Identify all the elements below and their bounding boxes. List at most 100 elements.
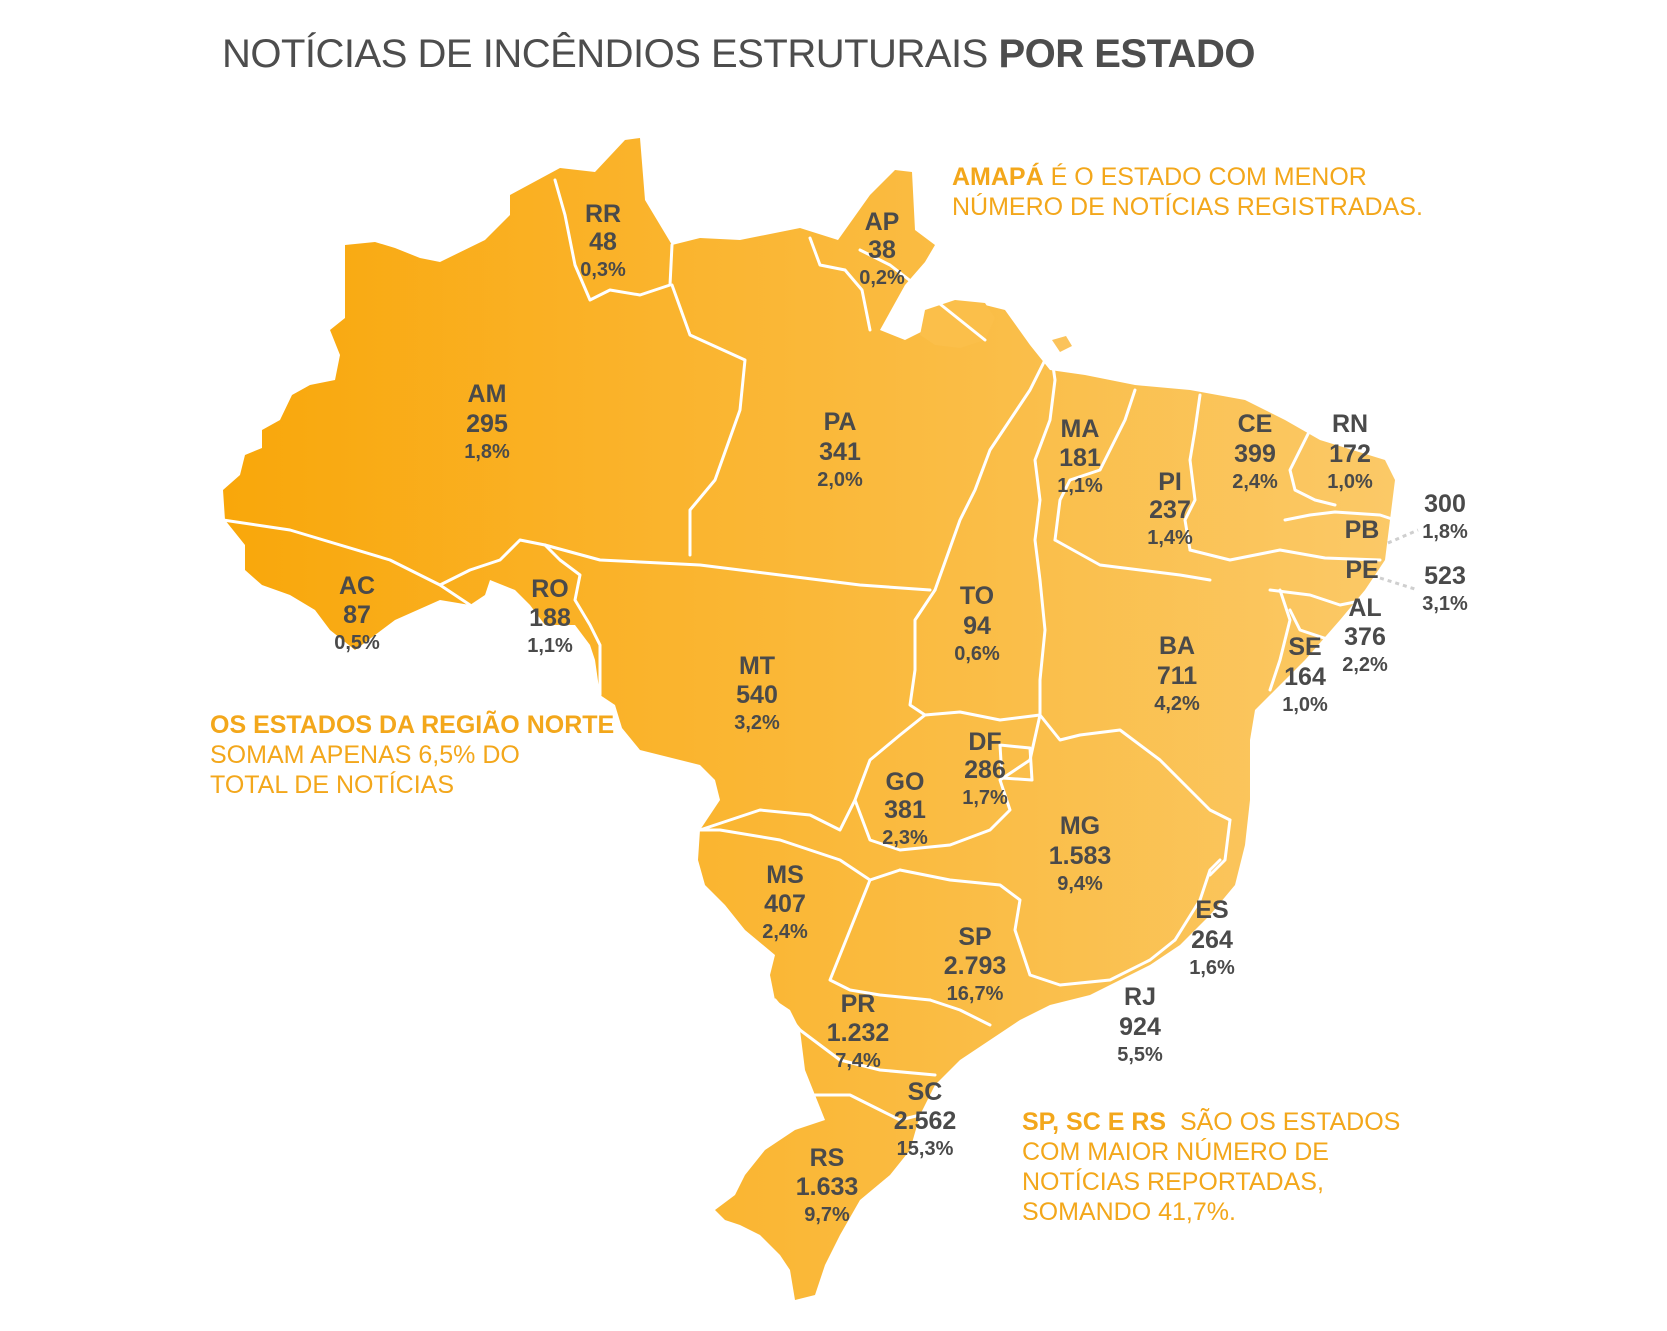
svg-text:2,3%: 2,3%: [882, 827, 928, 849]
svg-text:2,4%: 2,4%: [762, 921, 808, 943]
svg-text:1,1%: 1,1%: [1057, 475, 1103, 497]
label-mg: MG 1.583 9,4%: [1049, 812, 1112, 895]
svg-text:1,7%: 1,7%: [962, 787, 1008, 809]
svg-text:381: 381: [884, 796, 926, 824]
label-go: GO 381 2,3%: [882, 768, 928, 849]
svg-text:RN: RN: [1332, 410, 1368, 438]
label-am: AM 295 1,8%: [464, 380, 510, 463]
note-sul-line2: COM MAIOR NÚMERO DE: [1022, 1138, 1329, 1166]
svg-text:5,5%: 5,5%: [1117, 1044, 1163, 1066]
svg-text:3,2%: 3,2%: [734, 712, 780, 734]
label-pr: PR 1.232 7,4%: [827, 990, 890, 1072]
note-sul: SP, SC E RS SÃO OS ESTADOS COM MAIOR NÚM…: [1022, 1107, 1400, 1227]
svg-text:16,7%: 16,7%: [947, 983, 1004, 1005]
note-sul-bold: SP, SC E RS: [1022, 1108, 1167, 1136]
svg-text:PE: PE: [1345, 556, 1378, 584]
note-sul-line4: SOMANDO 41,7%.: [1022, 1198, 1236, 1226]
label-ac: AC 87 0,5%: [334, 572, 380, 654]
svg-text:172: 172: [1329, 440, 1371, 468]
leader-lines: [1379, 528, 1419, 592]
svg-text:181: 181: [1059, 444, 1101, 472]
svg-text:264: 264: [1191, 926, 1233, 954]
svg-text:1,4%: 1,4%: [1147, 527, 1193, 549]
svg-text:300: 300: [1424, 490, 1466, 518]
svg-text:RO: RO: [531, 575, 569, 603]
label-rj: RJ 924 5,5%: [1117, 983, 1163, 1066]
state-borders: [221, 178, 1397, 1122]
svg-text:376: 376: [1344, 623, 1386, 651]
note-amapa-bold: AMAPÁ: [952, 163, 1044, 191]
label-ma: MA 181 1,1%: [1057, 415, 1103, 497]
label-df: DF 286 1,7%: [962, 728, 1008, 809]
state-labels: RR 48 0,3% AP 38 0,2% AM 295 1,8% PA 341…: [334, 200, 1468, 1226]
svg-text:RR: RR: [585, 200, 621, 228]
svg-text:MS: MS: [766, 861, 804, 889]
svg-text:341: 341: [819, 438, 861, 466]
svg-text:AC: AC: [339, 572, 375, 600]
svg-text:523: 523: [1424, 562, 1466, 590]
svg-text:2,2%: 2,2%: [1342, 654, 1388, 676]
svg-text:SE: SE: [1288, 633, 1321, 661]
brazil-outline: [223, 138, 1395, 1300]
svg-text:SC: SC: [908, 1078, 943, 1106]
svg-text:15,3%: 15,3%: [897, 1138, 954, 1160]
note-amapa-line1: É O ESTADO COM MENOR: [1043, 163, 1367, 191]
svg-text:1,8%: 1,8%: [464, 441, 510, 463]
label-al: AL 376 2,2%: [1342, 594, 1388, 676]
svg-text:9,4%: 9,4%: [1057, 873, 1103, 895]
svg-text:TO: TO: [960, 582, 994, 610]
svg-text:2,0%: 2,0%: [817, 469, 863, 491]
svg-text:2.562: 2.562: [894, 1107, 957, 1135]
marajo-island: [920, 300, 995, 348]
svg-text:1.583: 1.583: [1049, 842, 1112, 870]
label-ba: BA 711 4,2%: [1154, 632, 1200, 715]
svg-text:RJ: RJ: [1124, 983, 1156, 1011]
note-norte: OS ESTADOS DA REGIÃO NORTE SOMAM APENAS …: [210, 710, 614, 800]
svg-text:MA: MA: [1061, 415, 1100, 443]
svg-text:164: 164: [1284, 663, 1326, 691]
svg-text:PR: PR: [841, 990, 876, 1018]
svg-text:2,4%: 2,4%: [1232, 471, 1278, 493]
label-ro: RO 188 1,1%: [527, 575, 573, 657]
svg-text:295: 295: [466, 410, 508, 438]
svg-text:PA: PA: [824, 408, 857, 436]
note-sul-line3: NOTÍCIAS REPORTADAS,: [1022, 1168, 1324, 1196]
svg-text:407: 407: [764, 890, 806, 918]
svg-text:SP: SP: [958, 923, 991, 951]
svg-text:0,6%: 0,6%: [954, 643, 1000, 665]
svg-text:DF: DF: [968, 728, 1001, 756]
svg-text:286: 286: [964, 756, 1006, 784]
note-amapa: AMAPÁ É O ESTADO COM MENOR NÚMERO DE NOT…: [952, 162, 1423, 222]
label-sc: SC 2.562 15,3%: [894, 1078, 957, 1160]
sao-luis-island: [1052, 336, 1072, 352]
svg-text:AM: AM: [468, 380, 507, 408]
svg-text:38: 38: [868, 236, 896, 264]
svg-text:AL: AL: [1348, 594, 1381, 622]
svg-text:0,3%: 0,3%: [580, 259, 626, 281]
svg-text:4,2%: 4,2%: [1154, 693, 1200, 715]
note-norte-line2: SOMAM APENAS 6,5% DO: [210, 741, 520, 769]
svg-text:1,8%: 1,8%: [1422, 521, 1468, 543]
svg-text:MT: MT: [739, 652, 775, 680]
label-sp: SP 2.793 16,7%: [944, 923, 1007, 1005]
svg-text:1,6%: 1,6%: [1189, 957, 1235, 979]
label-pi: PI 237 1,4%: [1147, 468, 1193, 549]
label-pe: PE 523 3,1%: [1345, 556, 1468, 615]
label-pa: PA 341 2,0%: [817, 408, 863, 491]
svg-text:RS: RS: [810, 1144, 845, 1172]
label-es: ES 264 1,6%: [1189, 896, 1235, 979]
svg-text:PI: PI: [1158, 468, 1182, 496]
svg-text:237: 237: [1149, 496, 1191, 524]
svg-text:711: 711: [1157, 662, 1197, 690]
svg-text:924: 924: [1119, 1013, 1161, 1041]
label-se: SE 164 1,0%: [1282, 633, 1328, 716]
svg-text:3,1%: 3,1%: [1422, 593, 1468, 615]
label-ap: AP 38 0,2%: [859, 208, 905, 289]
svg-text:1.633: 1.633: [796, 1173, 859, 1201]
svg-text:AP: AP: [865, 208, 900, 236]
svg-text:2.793: 2.793: [944, 952, 1007, 980]
label-rr: RR 48 0,3%: [580, 200, 626, 281]
note-amapa-line2: NÚMERO DE NOTÍCIAS REGISTRADAS.: [952, 193, 1423, 221]
svg-text:PB: PB: [1345, 516, 1380, 544]
